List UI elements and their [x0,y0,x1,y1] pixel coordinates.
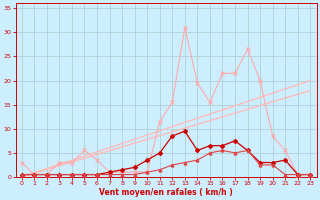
X-axis label: Vent moyen/en rafales ( km/h ): Vent moyen/en rafales ( km/h ) [99,188,233,197]
